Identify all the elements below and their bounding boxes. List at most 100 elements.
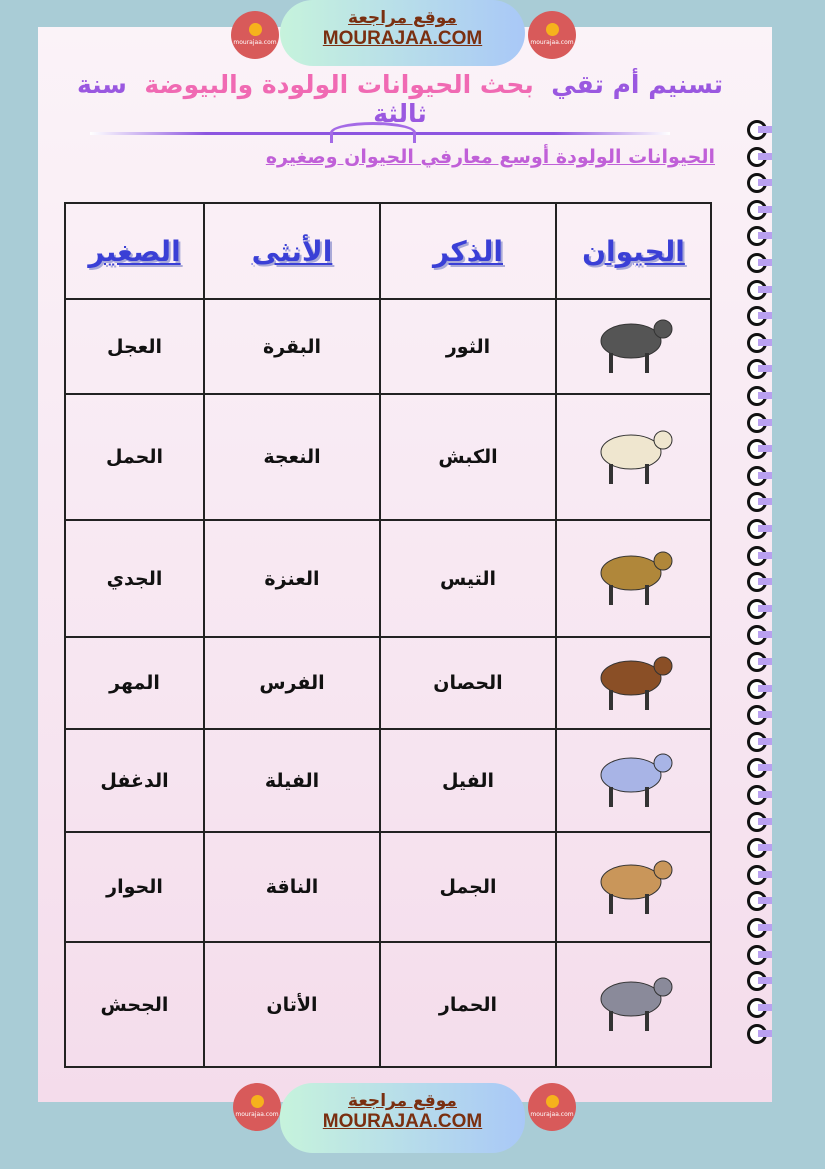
site-name-ar: موقع مراجعة — [348, 8, 457, 28]
spiral-ring — [747, 519, 772, 539]
young-cell: الجحش — [64, 941, 205, 1068]
male-cell: الجمل — [379, 831, 557, 943]
young-cell: الحوار — [64, 831, 205, 943]
table-row: التيس العنزة الجدي — [64, 519, 712, 638]
spiral-ring — [747, 652, 772, 672]
spiral-ring — [747, 625, 772, 646]
site-banner-bottom[interactable]: موقع مراجعة MOURAJAA.COM — [280, 1083, 525, 1153]
female-cell: البقرة — [203, 298, 381, 395]
subtitle: الحيوانات الولودة أوسع معارفي الحيوان وص… — [265, 146, 715, 168]
young-cell: المهر — [64, 636, 205, 730]
table-row: الثور البقرة العجل — [64, 298, 712, 395]
spiral-ring — [747, 918, 772, 938]
spiral-ring — [747, 173, 772, 194]
spiral-ring — [747, 891, 772, 912]
cow-image — [600, 319, 672, 373]
donkey-image — [600, 977, 672, 1031]
young-cell: العجل — [64, 298, 205, 395]
male-cell: الفيل — [379, 728, 557, 833]
site-logo: mourajaa.com — [231, 11, 279, 59]
header-female: الأنثى — [203, 202, 381, 300]
spiral-ring — [747, 492, 772, 513]
spiral-ring — [747, 120, 772, 140]
male-cell: الحصان — [379, 636, 557, 730]
spiral-ring — [747, 785, 772, 805]
spiral-ring — [747, 572, 772, 593]
spiral-ring — [747, 359, 772, 380]
animal-cell — [555, 393, 712, 521]
spiral-ring — [747, 465, 772, 486]
table-row: الكبش النعجة الحمل — [64, 393, 712, 521]
spiral-ring — [747, 731, 772, 752]
logo-text: mourajaa.com — [530, 39, 574, 46]
female-cell: الفيلة — [203, 728, 381, 833]
spiral-ring — [747, 545, 772, 566]
animal-cell — [555, 728, 712, 833]
horse-image — [600, 656, 672, 710]
animal-cell — [555, 298, 712, 395]
site-logo: mourajaa.com — [233, 1083, 281, 1131]
logo-text: mourajaa.com — [235, 1111, 279, 1118]
male-cell: التيس — [379, 519, 557, 638]
logo-text: mourajaa.com — [530, 1111, 574, 1118]
spiral-ring — [747, 1024, 772, 1045]
female-cell: الفرس — [203, 636, 381, 730]
spiral-ring — [747, 226, 772, 247]
female-cell: النعجة — [203, 393, 381, 521]
spiral-ring — [747, 864, 772, 885]
spiral-ring — [747, 678, 772, 699]
spiral-ring — [747, 838, 772, 859]
male-cell: الحمار — [379, 941, 557, 1068]
spiral-ring — [747, 971, 772, 992]
site-logo: mourajaa.com — [528, 1083, 576, 1131]
site-logo: mourajaa.com — [528, 11, 576, 59]
spiral-ring — [747, 944, 772, 965]
table-row: الفيل الفيلة الدغفل — [64, 728, 712, 833]
spiral-ring — [747, 146, 772, 167]
site-name-en: MOURAJAA.COM — [322, 28, 483, 49]
spiral-ring — [747, 253, 772, 273]
table-row: الحصان الفرس المهر — [64, 636, 712, 730]
animals-table: الحيوان الذكر الأنثى الصغير الثور البقرة… — [64, 202, 712, 1068]
female-cell: العنزة — [203, 519, 381, 638]
animal-cell — [555, 519, 712, 638]
young-cell: الحمل — [64, 393, 205, 521]
spiral-ring — [747, 279, 772, 300]
female-cell: الأتان — [203, 941, 381, 1068]
spiral-ring — [747, 997, 772, 1018]
spiral-ring — [747, 758, 772, 779]
spiral-ring — [747, 439, 772, 460]
animal-cell — [555, 941, 712, 1068]
elephant-image — [600, 753, 672, 807]
spiral-ring — [747, 386, 772, 406]
title-topic: بحث الحيوانات الولودة والبيوضة — [144, 70, 534, 99]
camel-image — [600, 860, 672, 914]
young-cell: الجدي — [64, 519, 205, 638]
site-name-en: MOURAJAA.COM — [322, 1111, 483, 1132]
animal-cell — [555, 636, 712, 730]
header-young: الصغير — [64, 202, 205, 300]
header-male: الذكر — [379, 202, 557, 300]
title-grade: سنة ثالثة — [76, 70, 427, 128]
spiral-ring — [747, 199, 772, 220]
ornament-flourish — [330, 122, 416, 143]
female-cell: الناقة — [203, 831, 381, 943]
goat-image — [600, 551, 672, 605]
spiral-ring — [747, 705, 772, 726]
animal-cell — [555, 831, 712, 943]
table-row: الحمار الأتان الجحش — [64, 941, 712, 1068]
header-animal: الحيوان — [555, 202, 712, 300]
spiral-ring — [747, 598, 772, 619]
site-banner-top[interactable]: موقع مراجعة MOURAJAA.COM — [280, 0, 525, 66]
page-title: تسنيم أم تقي بحث الحيوانات الولودة والبي… — [60, 70, 740, 128]
spiral-ring — [747, 811, 772, 832]
table-row: الجمل الناقة الحوار — [64, 831, 712, 943]
spiral-ring — [747, 412, 772, 433]
site-name-ar: موقع مراجعة — [348, 1091, 457, 1111]
young-cell: الدغفل — [64, 728, 205, 833]
spiral-ring — [747, 306, 772, 327]
title-author: تسنيم أم تقي — [551, 70, 724, 99]
male-cell: الثور — [379, 298, 557, 395]
logo-text: mourajaa.com — [233, 39, 277, 46]
spiral-ring — [747, 332, 772, 353]
